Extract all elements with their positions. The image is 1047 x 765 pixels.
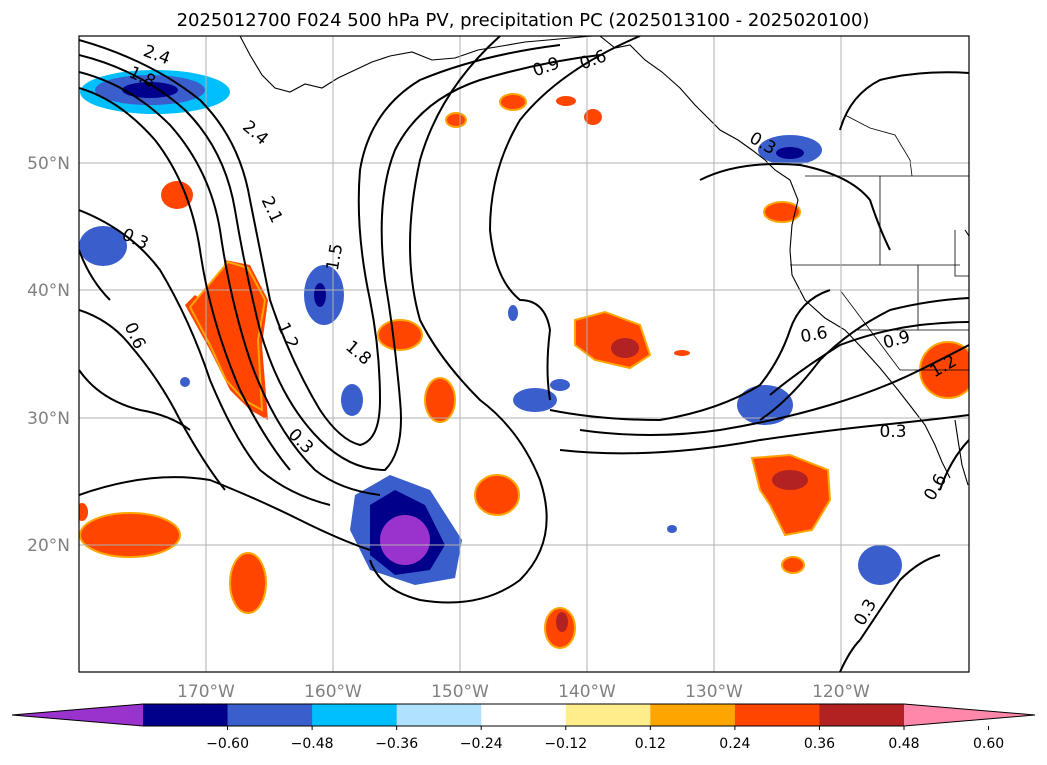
- precip-blob-west-negative: [79, 226, 127, 266]
- map-title: 2025012700 F024 500 hPa PV, precipitatio…: [177, 10, 870, 31]
- colorbar-tick-label: −0.12: [544, 736, 587, 752]
- colorbar-segment: [143, 704, 229, 726]
- colorbar-segment: [734, 704, 820, 726]
- precip-blob-sw-positive: [79, 512, 181, 558]
- colorbar-segment: [650, 704, 736, 726]
- precip-blob-center-negative-2: [341, 384, 363, 416]
- map-panel: 2.4 1.8 2.4 2.1 1.5 1.2 1.8 0.3 0.6 0.3 …: [78, 35, 970, 673]
- lon-label: 140°W: [558, 682, 616, 702]
- lon-label: 120°W: [812, 682, 870, 702]
- colorbar-segment: [396, 704, 482, 726]
- latitude-labels: 50°N 40°N 30°N 20°N: [27, 154, 70, 556]
- precip-blob-center-positive: [377, 319, 423, 351]
- map-frame: [78, 35, 970, 673]
- lat-label: 50°N: [27, 154, 70, 174]
- lat-label: 20°N: [27, 536, 70, 556]
- colorbar-tick-label: −0.24: [460, 736, 503, 752]
- colorbar-extend-min: [12, 704, 143, 726]
- contour-label: 1.5: [323, 242, 347, 272]
- colorbar-tick-label: 0.36: [804, 736, 835, 752]
- colorbar-tick-label: 0.24: [719, 736, 750, 752]
- colorbar-tick-label: 0.48: [888, 736, 919, 752]
- contour-label: 0.3: [879, 422, 906, 442]
- precip-blob-se-positive: [750, 453, 832, 537]
- lat-label: 40°N: [27, 281, 70, 301]
- lon-label: 130°W: [685, 682, 743, 702]
- lon-label: 170°W: [177, 682, 235, 702]
- colorbar-tick-label: −0.36: [375, 736, 418, 752]
- colorbar-segment: [819, 704, 905, 726]
- coastlines: [239, 36, 969, 486]
- colorbar-segment: [312, 704, 398, 726]
- lon-label: 160°W: [304, 682, 362, 702]
- contour-label: 0.6: [799, 323, 829, 347]
- colorbar-tick-label: −0.60: [206, 736, 249, 752]
- political-borders: [790, 114, 969, 371]
- colorbar-segment: [227, 704, 313, 726]
- colorbar-segment: [565, 704, 651, 726]
- colorbar-extend-max: [904, 704, 1035, 726]
- colorbar-tick-label: −0.48: [291, 736, 334, 752]
- colorbar-tick-label: 0.12: [635, 736, 666, 752]
- colorbar: −0.60 −0.48 −0.36 −0.24 −0.12 0.12 0.24 0.36 0.4…: [11, 703, 1036, 752]
- colorbar-tick-label: 0.60: [973, 736, 1004, 752]
- pv-contours: [79, 36, 969, 672]
- colorbar-outline: [11, 703, 1036, 727]
- longitude-labels: 170°W 160°W 150°W 140°W 130°W 120°W: [177, 682, 870, 702]
- gridlines: [79, 36, 969, 672]
- lon-label: 150°W: [431, 682, 489, 702]
- precip-blob-dateline-positive: [161, 181, 193, 209]
- lat-label: 30°N: [27, 409, 70, 429]
- colorbar-segment: [481, 704, 567, 726]
